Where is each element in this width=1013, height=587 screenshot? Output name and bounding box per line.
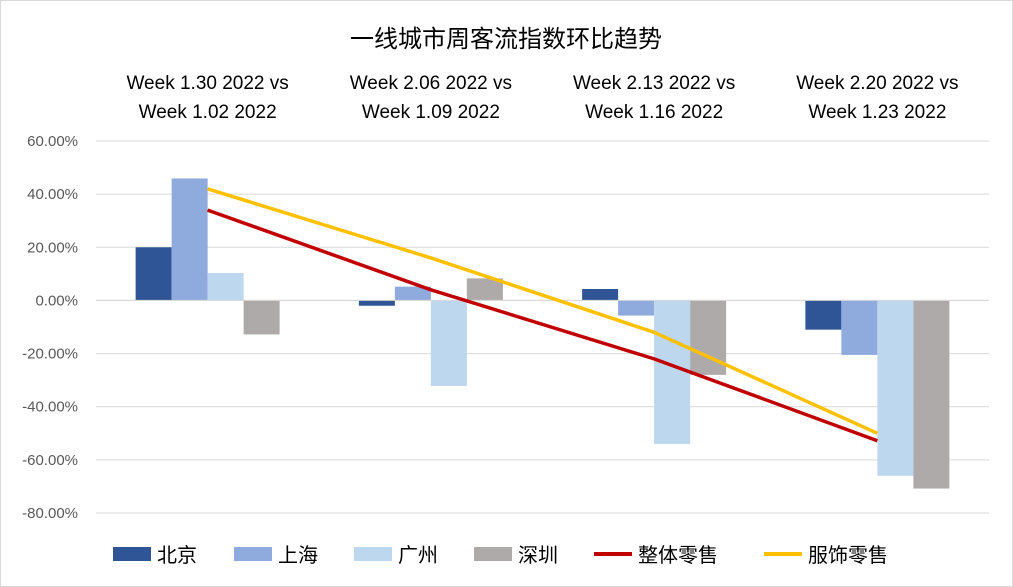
y-tick-label: 20.00%	[27, 239, 78, 256]
legend-label: 深圳	[518, 543, 558, 567]
category-label: Week 1.02 2022	[139, 102, 277, 123]
chart-title: 一线城市周客流指数环比趋势	[350, 25, 662, 53]
legend-swatch	[113, 547, 151, 561]
bar	[207, 273, 244, 301]
category-labels: Week 1.30 2022 vs Week 1.02 2022 Week 2.06…	[126, 73, 958, 123]
bar	[805, 300, 842, 330]
y-tick-label: 0.00%	[35, 292, 78, 309]
y-tick-label: 40.00%	[27, 186, 78, 203]
legend-label: 服饰零售	[808, 543, 888, 567]
bar	[877, 300, 914, 476]
bar	[135, 247, 172, 301]
category-label: Week 1.23 2022	[808, 102, 946, 123]
legend-label: 广州	[398, 543, 438, 567]
y-axis-ticks: 60.00% 40.00% 20.00% 0.00% -20.00% -40.00% -60…	[22, 133, 78, 522]
y-tick-label: 60.00%	[27, 133, 78, 150]
category-label: Week 2.13 2022 vs	[573, 73, 735, 94]
bar	[913, 300, 950, 489]
category-label: Week 1.09 2022	[362, 102, 500, 123]
y-tick-label: -40.00%	[22, 399, 78, 416]
y-tick-label: -20.00%	[22, 346, 78, 363]
bar	[171, 178, 208, 301]
bars	[135, 178, 950, 489]
series-line	[207, 208, 878, 443]
bar	[430, 300, 467, 386]
legend-label: 上海	[278, 543, 318, 567]
bar	[654, 300, 691, 444]
bar	[243, 300, 280, 335]
legend: 北京 上海 广州 深圳 整体零售 服饰零售	[113, 543, 888, 567]
legend-label: 北京	[157, 543, 197, 567]
bar	[618, 300, 655, 316]
bar	[358, 300, 395, 306]
bar	[466, 278, 503, 301]
y-tick-label: -60.00%	[22, 452, 78, 469]
category-label: Week 1.30 2022 vs	[126, 73, 288, 94]
series-line	[207, 187, 879, 435]
bar	[841, 300, 878, 355]
category-label: Week 2.06 2022 vs	[350, 73, 512, 94]
bar	[582, 289, 619, 301]
bar	[394, 286, 431, 301]
legend-label: 整体零售	[638, 543, 718, 567]
legend-swatch	[474, 547, 512, 561]
category-label: Week 1.16 2022	[585, 102, 723, 123]
legend-swatch	[234, 547, 272, 561]
legend-swatch	[354, 547, 392, 561]
y-tick-label: -80.00%	[22, 505, 78, 522]
category-label: Week 2.20 2022 vs	[796, 73, 958, 94]
lines	[96, 187, 989, 443]
